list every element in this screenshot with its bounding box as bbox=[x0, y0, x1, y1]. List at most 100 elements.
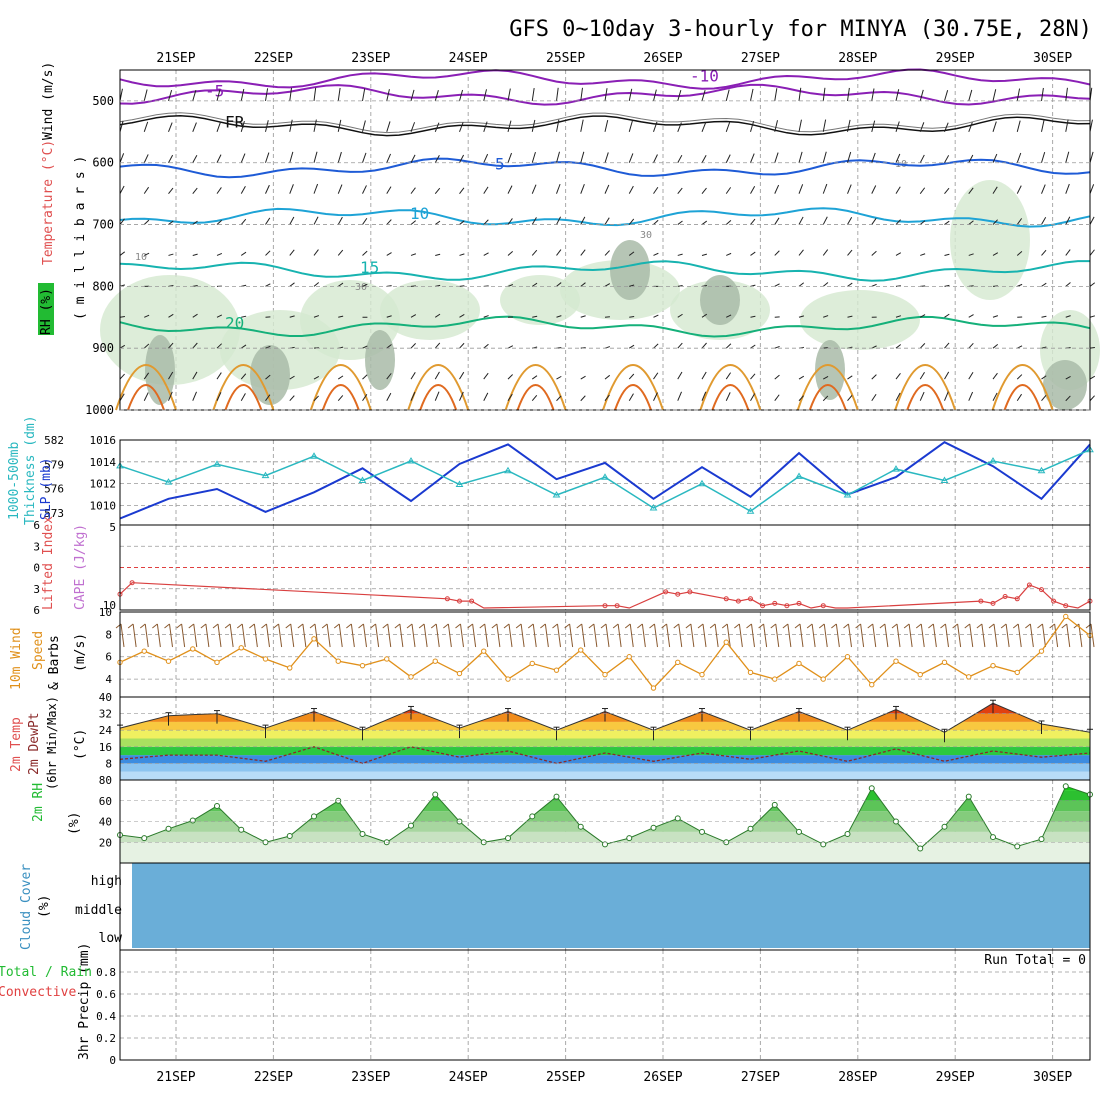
wind-barb bbox=[775, 375, 780, 379]
slp-tick-label: 1012 bbox=[90, 478, 117, 491]
temperature-contour bbox=[895, 365, 955, 410]
precip-tick-label: 0.4 bbox=[96, 1010, 116, 1023]
wind-barb bbox=[461, 624, 464, 647]
wind-barb bbox=[412, 624, 415, 647]
wind-barb bbox=[1090, 217, 1094, 225]
wind-barb bbox=[351, 624, 354, 647]
wind-barb bbox=[629, 153, 633, 162]
rh-point bbox=[287, 834, 292, 839]
wind-barb bbox=[896, 89, 899, 101]
rh-tick-label: 60 bbox=[99, 795, 112, 808]
wind-barb bbox=[242, 624, 245, 647]
wind-barb bbox=[376, 624, 379, 647]
wind-barb bbox=[795, 624, 800, 628]
temp-tick-label: 8 bbox=[105, 757, 112, 770]
rh-point bbox=[966, 794, 971, 799]
wind-barb bbox=[1042, 152, 1045, 163]
panel-frame bbox=[120, 950, 1090, 1060]
rh-band bbox=[120, 790, 1090, 800]
wind-barb bbox=[533, 624, 536, 647]
wind-barb bbox=[726, 90, 729, 101]
lifted-index-tick-label: 0 bbox=[33, 562, 40, 575]
rh-point bbox=[748, 826, 753, 831]
y-axis-label-minmax: (6hr Min/Max) bbox=[45, 696, 59, 790]
rh-point bbox=[627, 836, 632, 841]
wind-speed-point bbox=[142, 649, 146, 653]
wind-barb bbox=[484, 316, 489, 318]
temperature-contour bbox=[993, 365, 1053, 410]
wind-barb bbox=[654, 315, 659, 317]
wind-barb bbox=[1067, 624, 1070, 647]
wind-barb bbox=[823, 283, 828, 287]
wind-barb bbox=[484, 344, 489, 348]
wind-barb bbox=[678, 254, 683, 255]
wind-barb bbox=[508, 121, 511, 132]
wind-barb bbox=[334, 624, 339, 628]
wind-barb bbox=[387, 121, 390, 131]
wind-barb bbox=[678, 123, 682, 132]
date-tick-top: 24SEP bbox=[449, 51, 488, 66]
wind-speed-point bbox=[700, 672, 704, 676]
wind-speed-point bbox=[748, 670, 752, 674]
wind-speed-point bbox=[288, 666, 292, 670]
wind-barb bbox=[387, 393, 391, 401]
wind-barb bbox=[1066, 250, 1070, 256]
wind-speed-point bbox=[409, 675, 413, 679]
wind-barb bbox=[338, 185, 342, 194]
wind-barb bbox=[290, 152, 293, 163]
wind-barb bbox=[823, 184, 827, 194]
wind-barb bbox=[290, 184, 294, 193]
wind-tick-label: 6 bbox=[105, 651, 112, 664]
rh-shade-dark bbox=[365, 330, 395, 390]
wind-barb bbox=[1017, 394, 1021, 401]
lifted-index-tick-label: 6 bbox=[33, 519, 40, 532]
wind-barb bbox=[363, 153, 366, 163]
wind-speed-point bbox=[166, 659, 170, 663]
temperature-contour-label: 15 bbox=[360, 258, 379, 277]
wind-barb bbox=[1066, 184, 1070, 194]
wind-barb bbox=[1066, 152, 1069, 163]
wind-speed-point bbox=[1039, 649, 1043, 653]
wind-barb bbox=[969, 315, 974, 318]
wind-barb bbox=[873, 624, 876, 647]
wind-barb bbox=[193, 155, 197, 162]
wind-barb bbox=[678, 392, 682, 401]
wind-barb bbox=[492, 624, 497, 628]
temperature-contour bbox=[615, 385, 651, 410]
wind-barb bbox=[844, 624, 849, 628]
wind-barb bbox=[388, 624, 391, 647]
cape-line bbox=[120, 583, 1090, 608]
wind-speed-point bbox=[530, 661, 534, 665]
wind-barb bbox=[678, 188, 682, 194]
temperature-contour bbox=[420, 385, 456, 410]
rh-point bbox=[991, 835, 996, 840]
y-axis-label-temp: 2m Temp bbox=[9, 717, 24, 772]
date-tick-top: 23SEP bbox=[351, 51, 390, 66]
wind-barb bbox=[775, 153, 778, 163]
wind-barb bbox=[484, 154, 488, 163]
wind-barb bbox=[654, 187, 658, 193]
wind-barb bbox=[364, 624, 367, 647]
wind-barb bbox=[230, 624, 233, 647]
wind-barb bbox=[945, 155, 949, 162]
wind-barb bbox=[702, 254, 707, 255]
wind-barb bbox=[557, 184, 561, 194]
date-tick-bottom: 28SEP bbox=[838, 1070, 877, 1085]
wind-barb bbox=[920, 392, 924, 401]
temp-band bbox=[120, 697, 1090, 705]
temperature-contour bbox=[120, 70, 1090, 89]
date-tick-top: 28SEP bbox=[838, 51, 877, 66]
pressure-tick-label: 700 bbox=[92, 218, 114, 232]
date-tick-top: 29SEP bbox=[936, 51, 975, 66]
y-axis-label-thickness-unit: Thickness (dm) bbox=[23, 415, 38, 525]
rh-band bbox=[120, 780, 1090, 790]
wind-barb bbox=[759, 624, 764, 628]
y-axis-label-wind: Wind (m/s) bbox=[41, 62, 56, 140]
date-tick-top: 21SEP bbox=[156, 51, 195, 66]
rh-point bbox=[1015, 844, 1020, 849]
wind-barb bbox=[485, 624, 488, 647]
wind-barb bbox=[120, 252, 125, 256]
wind-barb bbox=[823, 120, 825, 132]
wind-barb bbox=[497, 624, 500, 647]
